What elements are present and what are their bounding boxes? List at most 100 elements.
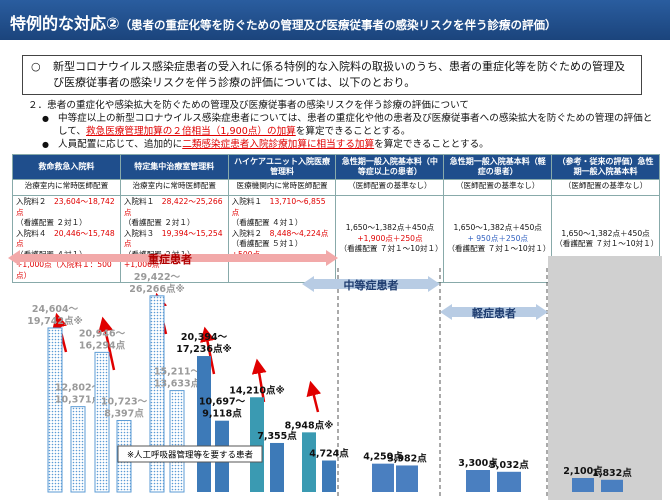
bar [322,460,336,492]
cell-line: 入院料３ 19,394～15,254点 [124,229,225,250]
bar [572,478,594,492]
bar-label: 26,266点※ [129,283,184,295]
text: 1,650～1,382点＋450点 [345,223,435,233]
bar-label: 4,250点 [363,451,403,463]
bar [270,442,284,492]
section-heading: ２．患者の重症化や感染拡大を防ぐための管理及び医療従事者の感染リスクを伴う診療の… [28,100,470,111]
text: 8,448～4,224点 [269,228,329,238]
bullet: 人員配置に応じて、追加的に二類感染症患者入院診療加算に相当する加算を算定できるこ… [28,138,658,151]
table: 救命救急入院料 特定集中治療室管理料 ハイケアユニット入院医療管理料 急性期一般入院基… [12,154,660,283]
bar [70,406,86,493]
text: （看護配置 ７対１～10対１） [447,244,551,254]
text: +1,000点 [123,260,160,269]
subtitle: （患者の重症化等を防ぐための管理及び医療従事者の感染リスクを伴う診療の評価） [119,18,557,32]
emphasis: 救急医療管理加算の２倍相当（1,900点）の加算 [86,126,296,137]
bar [302,432,316,492]
bar-label: 7,355点 [257,430,297,442]
header-cell: ハイケアユニット入院医療管理料 [227,154,337,180]
cell-line: （看護配置 ５対１） [232,239,333,250]
bar [250,397,264,492]
bar [396,465,418,492]
summary-box: ○ 新型コロナウイルス感染症患者の受入れに係る特例的な入院料の取扱いのうち、患者の… [22,55,642,95]
bar-label: 8,397点 [104,408,144,420]
cell-line: （看護配置 ２対１） [124,218,225,229]
header-cell: 急性期一般入院基本料（軽症の患者） [443,154,553,180]
bar-label: 24,604～ [32,304,79,315]
bar-label: 3,982点 [387,452,427,464]
bullet-mark: ○ [31,60,41,73]
bar-label: 29,422～ [134,272,181,283]
cell-line: （看護配置 ７対１～10対１） [339,244,442,255]
bar-label: 9,118点 [202,408,242,420]
bar-label: 13,633点 [154,378,201,390]
bar-label: 3,032点 [489,459,529,471]
text: 20,446～15,748点 [16,228,115,249]
bar [601,479,623,492]
text: を算定できることとする。 [374,139,489,150]
emphasis: 二類感染症患者入院診療加算に相当する加算 [182,139,375,150]
text: （看護配置 ２対１） [123,218,195,227]
cell-line: + 950点＋250点 [447,234,548,245]
band-arrow [8,250,338,266]
text: +1,000点（入院料１：500点） [16,260,112,280]
bar [47,327,63,493]
cell-line: +1,000点（入院料１：500点） [16,260,117,281]
bullet: 中等症以上の新型コロナウイルス感染症患者については、患者の重症化や他の患者及び医… [28,112,658,138]
header-cell: 急性期一般入院基本料（中等症以上の患者） [335,154,445,180]
bar-label: 8,948点※ [285,419,334,431]
bar-label: 4,724点 [309,448,349,460]
text: 入院料３ [123,228,162,238]
text: 入院料２ [16,197,54,206]
text: 23,604～18,742点 [16,197,115,217]
band-arrow [440,304,548,320]
bar-label: 15,211～ [154,367,201,378]
text: 入院料１ [123,197,162,206]
band-label: 中等症患者 [344,278,399,292]
text: 入院料２ [231,228,270,238]
text: （看護配置 ５対１） [231,239,303,248]
note: ※人工呼吸器管理等を要する患者 [127,450,254,461]
bar-label: 10,697～ [199,397,246,408]
cell-line: 1,650～1,382点＋450点 [339,223,440,234]
cell-line: +1,000点 [124,260,225,271]
cell-line: （看護配置 ７対１～10対１） [447,244,551,255]
text: 1,650～1,382点＋450点 [561,228,650,238]
reference-background [548,256,662,500]
bar [197,356,211,492]
cell-line: （看護配置 ７対１～10対１） [555,239,658,250]
cell: 治療室内に常時医師配置 [119,179,229,196]
cell-line: 入院料２ 23,604～18,742点 [16,197,117,218]
cell-line: 1,650～1,382点＋450点 [447,223,548,234]
cell-line: （看護配置 ２対１） [16,218,117,229]
cell: 治療室内に常時医師配置 [12,179,121,196]
bar [466,470,490,492]
bar-label: 1,832点 [592,467,632,479]
cell: （医師配置の基準なし） [551,179,660,196]
bar-label: 19,742点※ [27,315,82,327]
text: （看護配置 ４対１） [231,218,303,227]
bar [372,463,394,492]
cell-line: 入院料１ 28,422～25,266点 [124,197,225,218]
bar-label: 12,802～ [55,383,102,394]
cell: 入院料２ 23,604～18,742点 （看護配置 ２対１） 入院料４ 20,446… [12,195,121,283]
text: 人員配置に応じて、追加的に [58,139,183,150]
bar [149,295,165,493]
bar [94,351,110,493]
band-label: 軽症患者 [472,306,516,320]
text: +1,900点＋250点 [357,233,423,243]
text: （看護配置 ２対１） [16,218,87,227]
bar-label: 2,100点 [563,465,603,477]
bar [169,390,185,493]
bar-label: 16,294点 [79,339,126,351]
section: ２．患者の重症化や感染拡大を防ぐための管理及び医療従事者の感染リスクを伴う診療の… [28,99,658,151]
text: 1,650～1,382点＋450点 [453,223,542,233]
title: 特例的な対応② [10,14,120,33]
cell-line: （看護配置 ４対１） [232,218,333,229]
text: を算定できることとする。 [295,126,411,137]
bar-label: 10,371点 [55,394,102,406]
cell-line: +1,900点＋250点 [339,234,440,245]
text: 13,710～6,855点 [231,197,326,217]
text: 入院料１ [231,197,270,206]
cell: 医療機関内に常時医師配置 [227,179,337,196]
